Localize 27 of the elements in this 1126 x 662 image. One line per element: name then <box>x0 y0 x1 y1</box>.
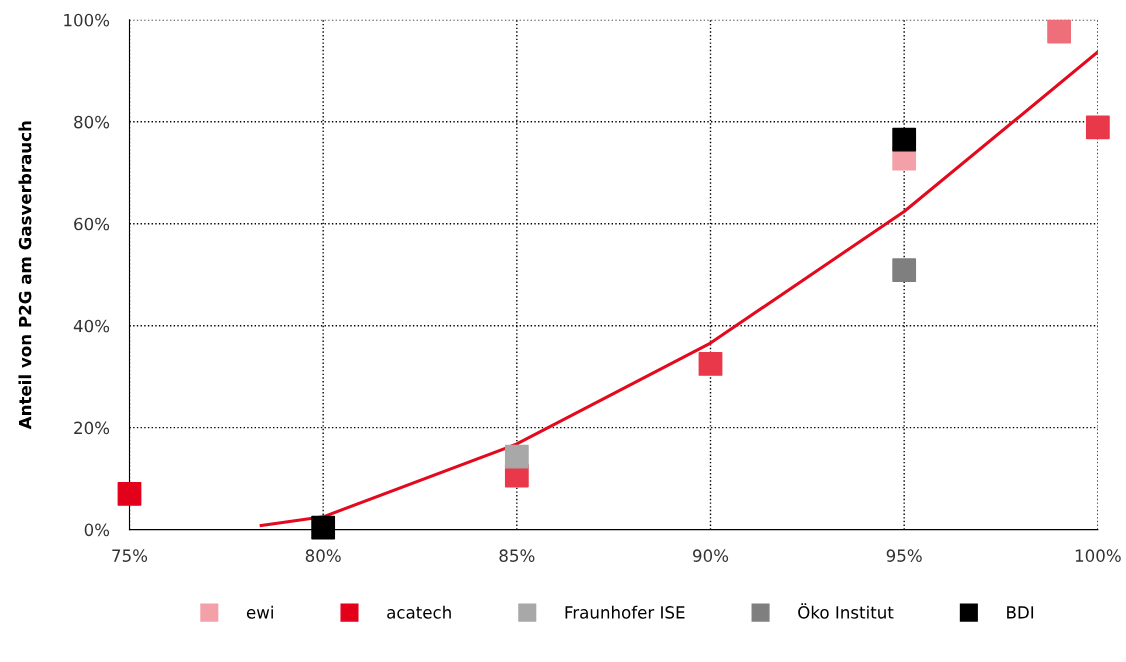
x-tick-label: 75% <box>112 549 148 562</box>
point <box>117 482 142 506</box>
y-tick-label: 40% <box>73 319 110 333</box>
legend-label: Öko Institut <box>798 603 894 619</box>
y-tick-label: 60% <box>74 217 110 231</box>
line-series <box>259 50 1098 528</box>
x-tick-label: 95% <box>886 549 922 562</box>
x-tick-label: 90% <box>693 549 729 562</box>
x-tick-label: 80% <box>305 549 341 562</box>
y-axis-title: Anteil von P2G am Gasverbrauch <box>18 121 32 430</box>
y-tick-label: 0% <box>84 523 110 537</box>
x-tick-label: 100% <box>1075 549 1121 562</box>
point <box>311 515 336 540</box>
legend-label: ewi <box>246 605 273 619</box>
point <box>698 352 723 376</box>
point <box>892 127 917 152</box>
y-tick-label: 20% <box>74 421 110 435</box>
x-tick-label: 85% <box>499 549 535 562</box>
legend-label: acatech <box>387 605 451 619</box>
legend-label: Fraunhofer ISE <box>565 605 685 619</box>
legend-label: BDI <box>1007 606 1034 619</box>
y-tick-label: 100% <box>64 13 110 27</box>
y-tick-label: 80% <box>74 115 110 129</box>
point <box>1085 115 1110 140</box>
point <box>504 444 529 469</box>
point <box>892 258 917 283</box>
point <box>1047 19 1072 44</box>
